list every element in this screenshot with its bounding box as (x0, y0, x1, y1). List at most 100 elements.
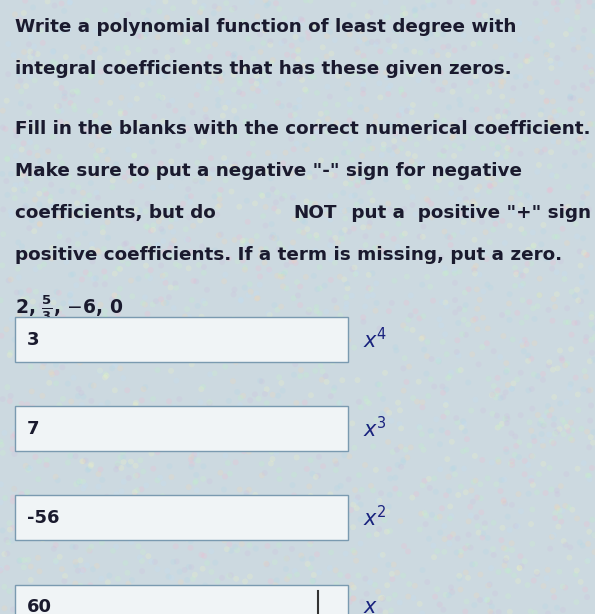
Point (296, 300, 305, 310)
Point (469, 214, 478, 224)
Point (440, 263, 449, 273)
Point (234, 75, 244, 85)
Point (159, 247, 169, 257)
Point (302, 196, 311, 206)
Point (364, 222, 374, 231)
Point (50, 1, 60, 10)
Point (58, 419, 67, 429)
Point (248, 84, 258, 93)
Point (26, 437, 35, 447)
Point (243, 330, 252, 340)
Point (259, 351, 269, 361)
Point (13, 82, 23, 91)
Point (156, 93, 165, 103)
Point (577, 278, 587, 287)
Point (96, 573, 106, 583)
Point (437, 426, 446, 435)
Point (129, 82, 138, 92)
Point (584, 556, 593, 565)
Point (217, 573, 227, 583)
Point (318, 367, 327, 376)
Point (310, 355, 320, 365)
Point (161, 418, 170, 428)
Point (372, 298, 381, 308)
Point (277, 335, 287, 344)
Point (281, 19, 291, 29)
Point (515, 437, 524, 447)
Point (278, 271, 287, 281)
Point (538, 227, 548, 236)
Point (270, 152, 280, 161)
Point (201, 112, 211, 122)
Point (274, 318, 283, 328)
Point (566, 25, 575, 34)
Point (270, 558, 280, 567)
Point (230, 3, 239, 13)
Point (95, 366, 105, 376)
Point (260, 468, 270, 478)
Point (73, 566, 83, 576)
Point (216, 230, 226, 239)
Point (124, 441, 134, 451)
Point (506, 145, 515, 155)
Point (286, 243, 296, 253)
Point (23, 555, 33, 565)
Point (262, 559, 272, 569)
Point (372, 59, 382, 69)
Point (353, 181, 362, 190)
Point (55, 400, 64, 410)
Point (33, 553, 43, 562)
Point (546, 544, 555, 554)
Point (57, 515, 66, 524)
Point (112, 208, 122, 218)
Point (84, 464, 93, 474)
Point (580, 366, 589, 376)
Point (252, 231, 262, 241)
Point (504, 18, 513, 28)
Point (199, 296, 208, 306)
Point (143, 20, 152, 30)
Point (363, 39, 372, 49)
Point (193, 456, 203, 465)
Point (214, 4, 224, 14)
Point (180, 441, 190, 451)
Point (359, 55, 369, 65)
Point (305, 25, 314, 34)
Point (364, 340, 374, 350)
Point (488, 390, 497, 400)
Point (587, 76, 595, 86)
Point (206, 567, 216, 577)
Point (331, 190, 340, 200)
Point (469, 600, 479, 610)
Point (140, 119, 150, 129)
Point (453, 60, 463, 70)
Point (49, 415, 58, 425)
Point (21, 461, 30, 471)
Point (253, 86, 263, 96)
Point (161, 278, 170, 288)
Point (517, 561, 527, 571)
Point (434, 175, 444, 185)
Point (56, 343, 65, 353)
Point (11, 151, 21, 161)
Point (580, 25, 589, 35)
Point (14, 518, 23, 527)
Point (20, 424, 30, 433)
Point (346, 191, 356, 201)
Point (437, 321, 446, 330)
Point (0, 549, 9, 559)
Point (436, 528, 445, 538)
Point (61, 203, 71, 212)
Point (66, 289, 76, 298)
Point (137, 556, 147, 566)
Point (8, 492, 18, 502)
Point (478, 455, 487, 465)
Point (532, 488, 541, 497)
Point (469, 0, 479, 6)
Point (158, 425, 167, 435)
Point (461, 194, 471, 204)
Point (245, 21, 255, 31)
Point (229, 532, 239, 542)
Point (552, 4, 562, 14)
Point (282, 574, 292, 584)
